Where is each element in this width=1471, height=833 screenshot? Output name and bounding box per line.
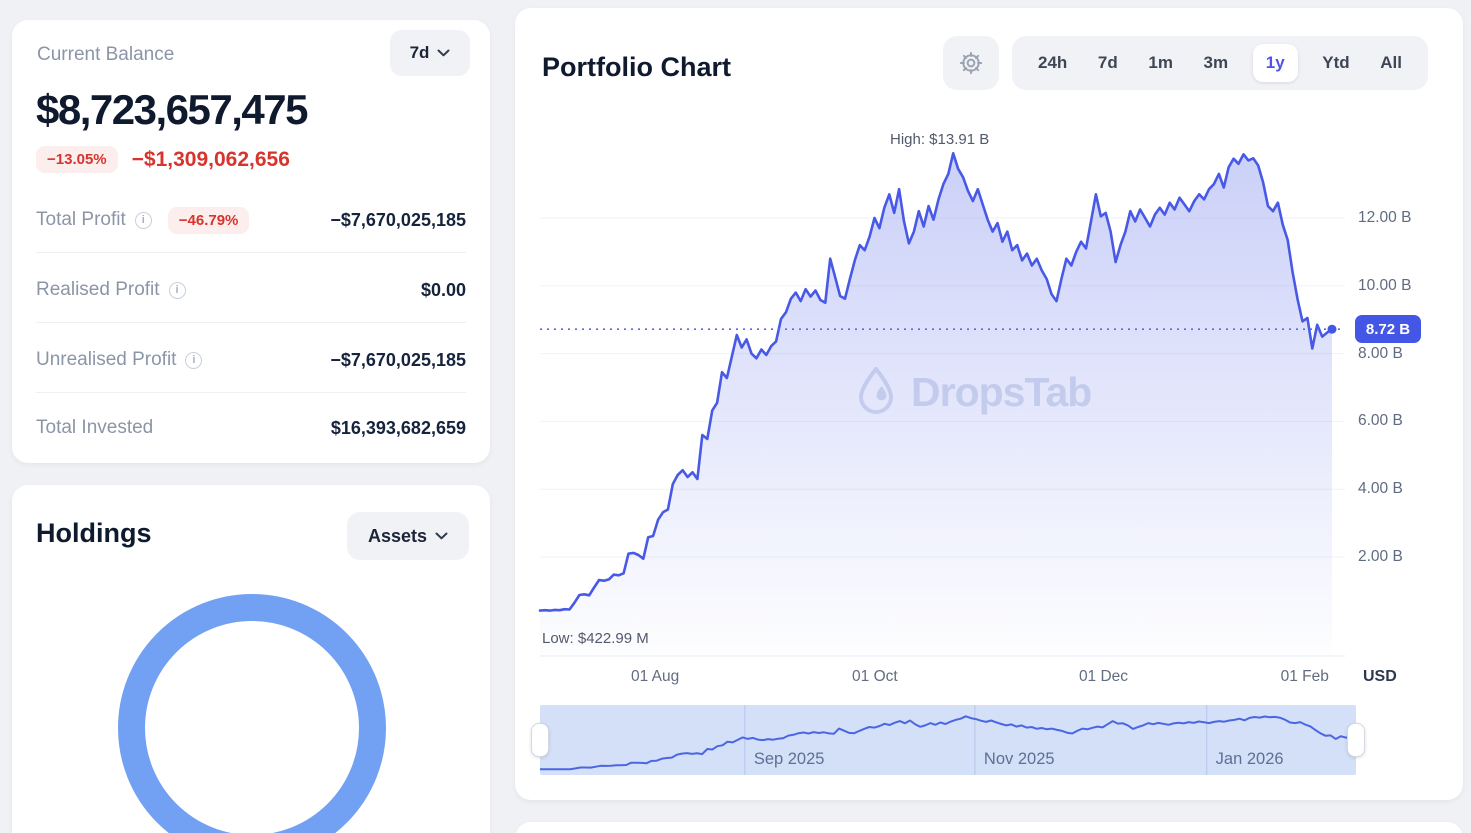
- holdings-card: Holdings Assets: [12, 485, 490, 833]
- info-icon[interactable]: [168, 281, 186, 299]
- chevron-down-icon: [437, 49, 450, 57]
- tab-3m[interactable]: 3m: [1203, 53, 1229, 72]
- total-profit-value: −$7,670,025,185: [330, 209, 466, 230]
- tab-24h[interactable]: 24h: [1038, 53, 1068, 72]
- total-profit-row: Total Profit −46.79% −$7,670,025,185: [36, 202, 466, 238]
- info-icon[interactable]: [134, 211, 152, 229]
- current-balance-card: Current Balance 7d $8,723,657,475 −13.05…: [12, 20, 490, 463]
- tab-7d[interactable]: 7d: [1097, 53, 1118, 72]
- chart-low-annotation: Low: $422.99 M: [542, 630, 649, 647]
- y-tick: 12.00 B: [1358, 209, 1412, 226]
- realised-profit-row: Realised Profit $0.00: [36, 272, 466, 308]
- current-balance-label: Current Balance: [37, 44, 175, 65]
- divider: [36, 322, 466, 323]
- tab-1y[interactable]: 1y: [1252, 44, 1298, 82]
- realised-profit-value: $0.00: [420, 279, 466, 300]
- assets-filter-button[interactable]: Assets: [347, 512, 469, 560]
- time-range-tabs: 24h 7d 1m 3m 1y Ytd All: [1012, 36, 1428, 90]
- y-tick: 4.00 B: [1358, 480, 1403, 498]
- portfolio-chart-title: Portfolio Chart: [542, 52, 731, 82]
- y-tick: 10.00 B: [1358, 276, 1412, 294]
- unrealised-profit-value: −$7,670,025,185: [330, 349, 466, 370]
- gear-icon: [959, 51, 983, 75]
- y-tick: 6.00 B: [1358, 412, 1403, 430]
- total-profit-percent-badge: −46.79%: [167, 206, 250, 234]
- divider: [36, 392, 466, 393]
- y-tick: 2.00 B: [1358, 548, 1403, 565]
- unrealised-profit-row: Unrealised Profit −$7,670,025,185: [36, 342, 466, 378]
- navigator-right-handle[interactable]: [1347, 723, 1365, 757]
- total-invested-value: $16,393,682,659: [330, 417, 466, 438]
- currency-label: USD: [1363, 668, 1397, 685]
- realised-profit-label: Realised Profit: [36, 279, 160, 300]
- assets-filter-value: Assets: [367, 525, 428, 546]
- chart-high-annotation: High: $13.91 B: [890, 131, 990, 148]
- x-tick: 01 Feb: [1280, 668, 1329, 685]
- unrealised-profit-label: Unrealised Profit: [36, 349, 177, 370]
- x-tick: 01 Aug: [630, 668, 680, 685]
- x-tick: 01 Dec: [1078, 668, 1129, 685]
- navigator-tick: Sep 2025: [753, 750, 825, 768]
- chart-series: [538, 152, 1345, 657]
- tab-1m[interactable]: 1m: [1148, 53, 1173, 72]
- next-card-top-edge: [515, 822, 1463, 833]
- balance-change-amount: −$1,309,062,656: [131, 147, 290, 171]
- portfolio-area-chart[interactable]: [515, 8, 1463, 800]
- chart-range-navigator[interactable]: [540, 705, 1356, 775]
- current-value-badge: 8.72 B: [1355, 315, 1421, 344]
- y-tick: 8.00 B: [1358, 344, 1403, 362]
- total-invested-label: Total Invested: [36, 417, 154, 438]
- tab-ytd[interactable]: Ytd: [1322, 53, 1350, 72]
- info-icon[interactable]: [185, 351, 203, 369]
- navigator-tick: Jan 2026: [1215, 750, 1284, 768]
- period-selector-button[interactable]: 7d: [390, 30, 470, 76]
- current-balance-amount: $8,723,657,475: [36, 86, 308, 133]
- balance-change-row: −13.05% −$1,309,062,656: [36, 146, 290, 173]
- chevron-down-icon: [435, 532, 448, 540]
- chart-settings-button[interactable]: [943, 36, 999, 90]
- x-tick: 01 Oct: [852, 668, 898, 685]
- divider: [36, 252, 466, 253]
- period-selector-value: 7d: [409, 43, 430, 62]
- navigator-left-handle[interactable]: [531, 723, 549, 757]
- navigator-tick: Nov 2025: [983, 750, 1055, 768]
- total-profit-label: Total Profit: [36, 209, 126, 230]
- portfolio-chart-card: Portfolio Chart 24h 7d 1m 3m 1y Ytd All …: [515, 8, 1463, 800]
- total-invested-row: Total Invested $16,393,682,659: [36, 410, 466, 446]
- tab-all[interactable]: All: [1380, 53, 1402, 72]
- balance-change-percent-badge: −13.05%: [36, 146, 118, 173]
- holdings-donut-chart[interactable]: [118, 594, 386, 833]
- holdings-title: Holdings: [36, 518, 152, 548]
